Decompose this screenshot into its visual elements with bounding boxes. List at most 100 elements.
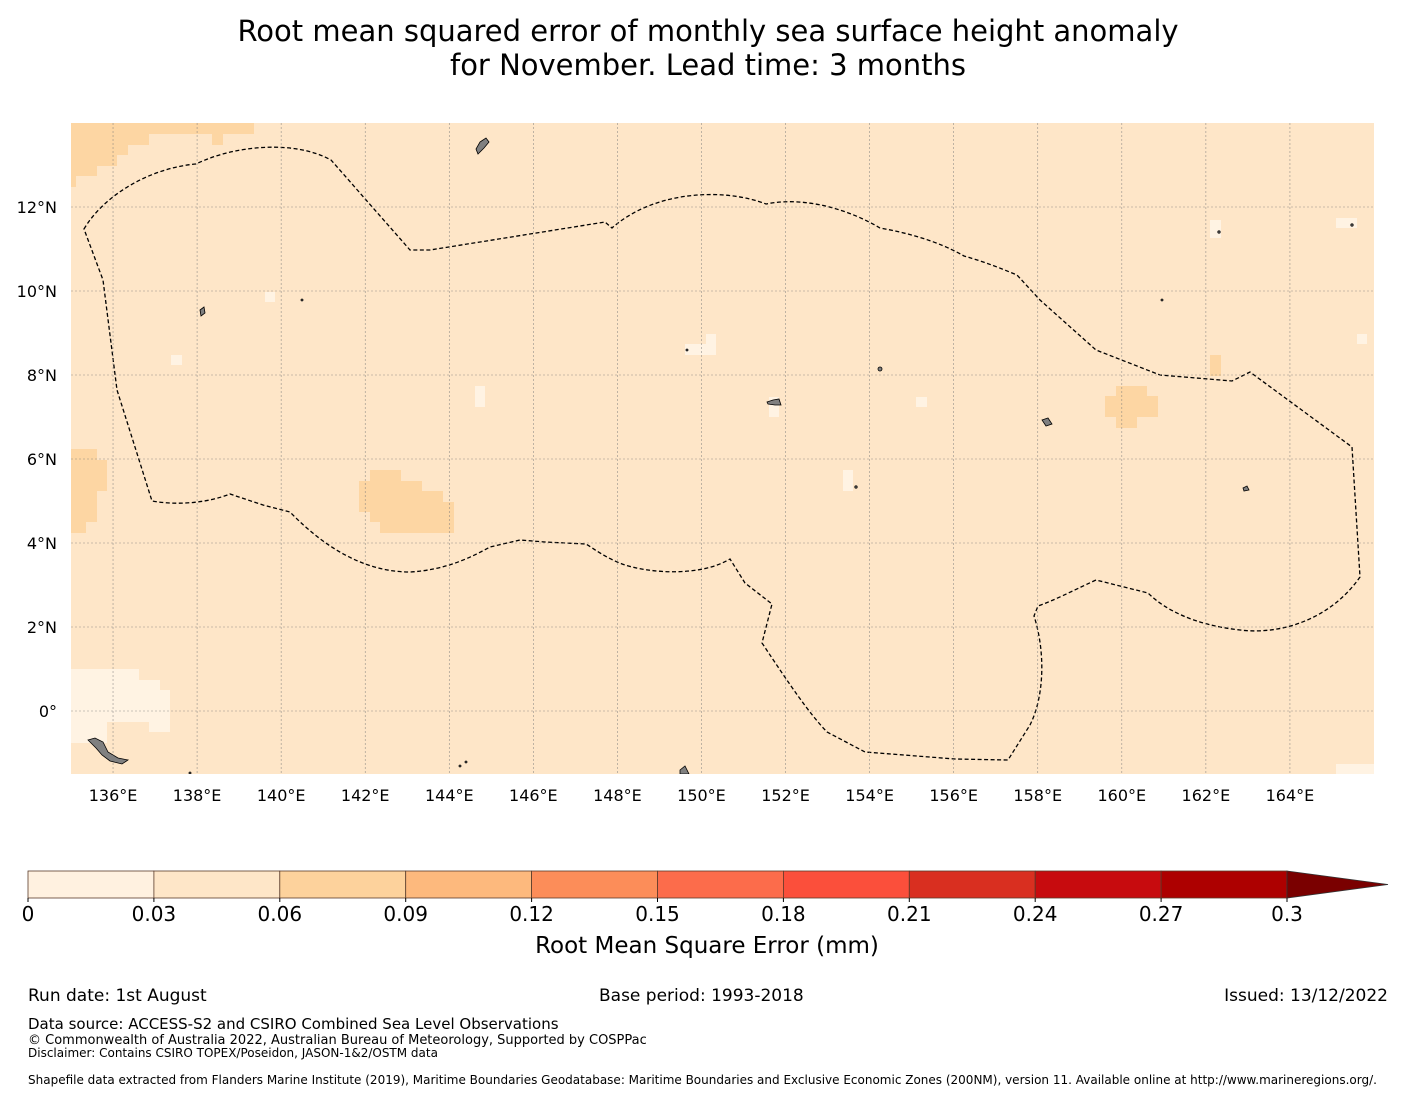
y-axis-ticks: 12°N 10°N 8°N 6°N 4°N 2°N 0°	[17, 198, 57, 721]
islet-7	[1350, 223, 1354, 227]
patch-small-10	[1357, 334, 1367, 344]
colorbar-tick-label: 0	[22, 902, 35, 926]
colorbar-segment	[153, 870, 281, 899]
colorbar-extend-arrow	[1286, 870, 1389, 899]
y-tick-label: 12°N	[17, 198, 57, 217]
colorbar-tick-label: 0.21	[887, 902, 932, 926]
patch-small-5	[769, 397, 779, 417]
colorbar-tick-label: 0.18	[761, 902, 806, 926]
eez-boundary	[83, 146, 1361, 761]
colorbar: 0 0.03 0.06 0.09 0.12 0.15 0.18 0.21 0.24 0.27 0.3…	[22, 870, 1389, 959]
island-south	[679, 765, 690, 774]
x-tick-label: 140°E	[257, 786, 306, 805]
island-palau	[87, 737, 130, 765]
islet-10	[188, 771, 192, 774]
shapefile-credit: Shapefile data extracted from Flanders M…	[28, 1073, 1377, 1087]
patch-east-small	[1210, 355, 1221, 376]
islet-3	[854, 485, 858, 489]
copyright: © Commonwealth of Australia 2022, Austra…	[28, 1033, 647, 1048]
disclaimer: Disclaimer: Contains CSIRO TOPEX/Poseido…	[28, 1046, 438, 1060]
x-tick-label: 160°E	[1097, 786, 1146, 805]
island-west	[199, 306, 206, 317]
x-tick-label: 154°E	[845, 786, 894, 805]
islet-9	[464, 760, 468, 764]
islet-8	[458, 764, 462, 768]
x-tick-label: 164°E	[1266, 786, 1315, 805]
colorbar-tick-label: 0.03	[132, 902, 177, 926]
data-source: Data source: ACCESS-S2 and CSIRO Combine…	[28, 1015, 559, 1033]
x-tick-label: 142°E	[341, 786, 390, 805]
colorbar-segment	[531, 870, 658, 899]
patch-small-1	[171, 355, 182, 365]
x-tick-label: 144°E	[425, 786, 474, 805]
y-tick-label: 10°N	[17, 282, 57, 301]
island-center	[766, 398, 782, 406]
y-tick-label: 6°N	[27, 450, 57, 469]
patch-small-4	[685, 334, 716, 355]
colorbar-tick-label: 0.27	[1139, 902, 1184, 926]
patch-top-left	[71, 123, 254, 187]
colorbar-tick-label: 0.06	[258, 902, 303, 926]
x-tick-label: 136°E	[89, 786, 138, 805]
colorbar-segment	[279, 870, 407, 899]
map-background	[71, 123, 1374, 774]
colorbar-tick-label: 0.3	[1271, 902, 1303, 926]
run-date: Run date: 1st August	[28, 986, 207, 1006]
islet-1	[877, 366, 883, 372]
islet-2	[300, 298, 304, 302]
colorbar-label: Root Mean Square Error (mm)	[535, 933, 879, 959]
colorbar-segment	[657, 870, 784, 899]
islet-6	[1217, 230, 1221, 234]
higher-error-patches	[71, 123, 1221, 533]
island-kosrae	[1242, 485, 1250, 492]
y-tick-label: 0°	[39, 702, 57, 721]
base-period: Base period: 1993-2018	[599, 986, 804, 1006]
lower-error-patches	[71, 218, 1374, 774]
colorbar-tick-label: 0.15	[635, 902, 680, 926]
patch-small-8	[1210, 220, 1221, 238]
colorbar-segment	[405, 870, 533, 899]
colorbar-tick-label: 0.12	[509, 902, 554, 926]
patch-left-mid	[71, 449, 107, 533]
islet-5	[1160, 298, 1164, 302]
patch-small-3	[475, 386, 485, 407]
map-title: Root mean squared error of monthly sea s…	[0, 14, 1416, 82]
x-tick-label: 138°E	[173, 786, 222, 805]
islet-4	[685, 348, 689, 352]
x-axis-ticks: 136°E 138°E 140°E 142°E 144°E 146°E 148°E 150°E…	[89, 786, 1315, 805]
colorbar-segment	[1160, 870, 1288, 899]
issued-date: Issued: 13/12/2022	[1224, 986, 1388, 1006]
x-tick-label: 152°E	[761, 786, 810, 805]
patch-center-left	[359, 470, 454, 533]
grid-lines	[71, 123, 1374, 774]
map-title-line1: Root mean squared error of monthly sea s…	[237, 14, 1179, 48]
patch-east	[1105, 386, 1158, 428]
y-tick-label: 4°N	[27, 534, 57, 553]
y-tick-label: 8°N	[27, 366, 57, 385]
map-area	[71, 123, 1374, 774]
x-tick-label: 146°E	[509, 786, 558, 805]
x-tick-label: 156°E	[929, 786, 978, 805]
patch-small-2	[265, 292, 275, 302]
patch-bottom-left	[71, 669, 170, 743]
y-tick-label: 2°N	[27, 618, 57, 637]
colorbar-segment	[1034, 870, 1162, 899]
patch-small-9	[1336, 218, 1357, 228]
colorbar-segment	[27, 870, 155, 899]
x-tick-label: 162°E	[1182, 786, 1231, 805]
patch-small-6	[843, 470, 853, 491]
x-tick-label: 158°E	[1013, 786, 1062, 805]
land-masses	[87, 137, 1354, 774]
colorbar-tick-label: 0.24	[1013, 902, 1058, 926]
patch-small-11	[1336, 764, 1374, 774]
x-tick-label: 148°E	[593, 786, 642, 805]
map-title-line2: for November. Lead time: 3 months	[449, 48, 967, 82]
island-north	[475, 137, 490, 155]
colorbar-segment	[908, 870, 1036, 899]
island-pohnpei	[1041, 417, 1053, 427]
colorbar-segment	[783, 870, 910, 899]
x-tick-label: 150°E	[677, 786, 726, 805]
colorbar-tick-label: 0.09	[383, 902, 428, 926]
patch-small-7	[916, 397, 927, 407]
